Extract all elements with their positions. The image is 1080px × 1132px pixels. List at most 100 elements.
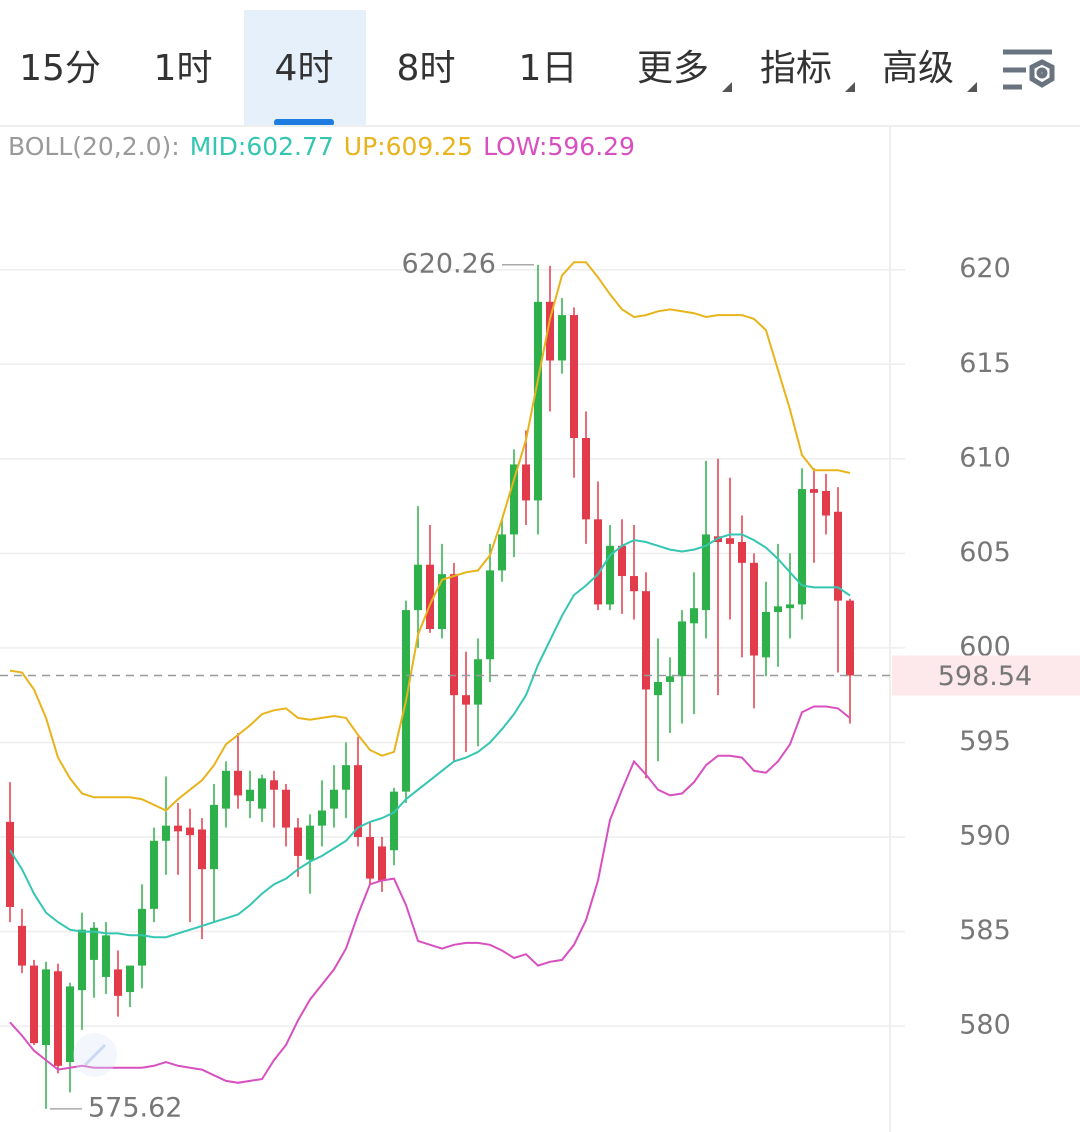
candle-body xyxy=(570,315,578,439)
candle-body xyxy=(114,969,122,996)
candle-body xyxy=(54,971,62,1066)
tab[interactable]: 1日 xyxy=(519,48,578,89)
candle-body xyxy=(798,489,806,605)
high-label: 620.26 xyxy=(402,248,496,279)
candle-body xyxy=(270,780,278,790)
settings-icon[interactable] xyxy=(1003,49,1055,90)
toolbar: 15分 1时 4时 8时 1日 更多 指标 高级 xyxy=(19,10,954,126)
candle-body xyxy=(522,464,530,501)
candle-body xyxy=(246,789,254,802)
candle-body xyxy=(90,927,98,960)
y-tick-label: 620 xyxy=(959,253,1011,284)
y-tick-label: 585 xyxy=(959,915,1011,946)
tab[interactable]: 指标 xyxy=(760,48,832,89)
candle-body xyxy=(42,969,50,1046)
boll-line xyxy=(9,261,851,812)
last-price-box xyxy=(892,655,1080,696)
candle-body xyxy=(546,301,554,361)
candle-body xyxy=(258,778,266,809)
low-label: 575.62 xyxy=(88,1092,182,1123)
zoom-icon[interactable] xyxy=(73,1033,117,1077)
candle-body xyxy=(738,542,746,563)
legend: BOLL(20,2.0): MID:602.77 UP:609.25 LOW:596… xyxy=(8,132,635,161)
tab[interactable]: 8时 xyxy=(397,48,456,89)
candle-body xyxy=(726,538,734,544)
candle-body xyxy=(678,621,686,677)
tab[interactable]: 15分 xyxy=(19,48,101,89)
tab[interactable]: 高级 xyxy=(882,48,954,89)
tab[interactable]: 1时 xyxy=(154,48,213,89)
candle-body xyxy=(378,846,386,881)
legend-item: MID:602.77 xyxy=(190,132,334,161)
y-tick-label: 610 xyxy=(959,442,1011,473)
dropdown-arrow xyxy=(845,82,855,92)
candle-body xyxy=(6,821,14,907)
candle-body xyxy=(210,804,218,870)
candle-body xyxy=(630,576,638,592)
tab[interactable]: 4时 xyxy=(275,48,334,89)
candle-body xyxy=(162,825,170,841)
boll-line xyxy=(9,533,851,939)
candle-body xyxy=(834,511,842,601)
candle-body xyxy=(606,545,614,605)
y-tick-label: 605 xyxy=(959,537,1011,568)
y-tick-label: 580 xyxy=(959,1010,1011,1041)
candle-body xyxy=(786,604,794,609)
y-tick-label: 590 xyxy=(959,821,1011,852)
candle-body xyxy=(642,591,650,690)
candle-body xyxy=(654,681,662,696)
candle-body xyxy=(486,570,494,660)
legend-item: LOW:596.29 xyxy=(483,132,635,161)
candle-body xyxy=(498,534,506,571)
candle-body xyxy=(306,825,314,860)
y-tick-label: 595 xyxy=(959,726,1011,757)
active-tab-indicator xyxy=(274,119,334,126)
dropdown-arrow xyxy=(967,82,977,92)
boll-line xyxy=(9,705,851,1084)
candle-body xyxy=(390,791,398,851)
candle-body xyxy=(222,770,230,809)
candle-body xyxy=(330,789,338,809)
legend-item: UP:609.25 xyxy=(344,132,473,161)
candle-body xyxy=(822,490,830,516)
candle-body xyxy=(66,986,74,1063)
candle-body xyxy=(282,789,290,828)
candle-body xyxy=(234,770,242,796)
active-tab-bg xyxy=(244,10,366,126)
candle-body xyxy=(366,837,374,879)
candle-body xyxy=(510,464,518,535)
candle-body xyxy=(618,545,626,577)
indicator-label: BOLL(20,2.0): xyxy=(8,132,180,161)
candle-body xyxy=(702,534,710,611)
last-price-label: 598.54 xyxy=(938,661,1032,692)
plot: 580585590595600605610615620620.26575.625… xyxy=(0,248,1080,1123)
candle-body xyxy=(354,765,362,838)
candle-body xyxy=(774,606,782,612)
candle-body xyxy=(186,827,194,836)
candle-body xyxy=(138,908,146,966)
candle-body xyxy=(318,810,326,826)
candle-body xyxy=(582,438,590,520)
candle-body xyxy=(126,965,134,993)
candle-body xyxy=(762,611,770,658)
candle-body xyxy=(474,659,482,705)
candle-body xyxy=(462,695,470,705)
candle-body xyxy=(666,676,674,682)
candle-body xyxy=(450,574,458,696)
candle-body xyxy=(534,301,542,501)
candle-body xyxy=(174,825,182,832)
candle-body xyxy=(30,965,38,1044)
dropdown-arrow xyxy=(722,82,732,92)
candle-body xyxy=(294,827,302,856)
tab[interactable]: 更多 xyxy=(637,48,709,89)
candle-body xyxy=(198,829,206,870)
candle-body xyxy=(102,935,110,977)
candle-body xyxy=(18,925,26,966)
candle-body xyxy=(558,315,566,361)
candle-body xyxy=(438,574,446,629)
candle-body xyxy=(846,600,854,676)
candle-body xyxy=(426,564,434,629)
